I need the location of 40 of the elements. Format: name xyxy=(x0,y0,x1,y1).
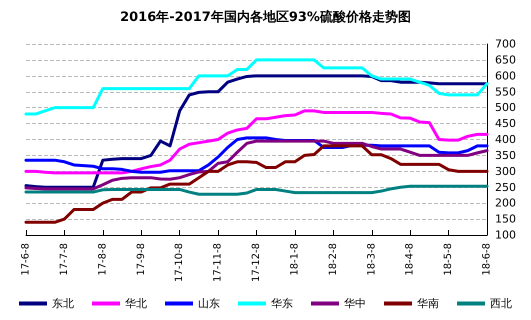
legend-label: 华东 xyxy=(271,297,293,310)
y-tick-label: 450 xyxy=(495,117,516,130)
line-series xyxy=(24,140,488,190)
y-tick-label: 600 xyxy=(495,69,516,82)
x-tick-label: 18-6-8 xyxy=(482,243,492,276)
legend-label: 东北 xyxy=(52,297,74,310)
y-tick-label: 150 xyxy=(495,212,516,226)
y-tick-label: 350 xyxy=(495,148,516,162)
x-tick-label: 18-4-8 xyxy=(404,243,416,276)
x-tick-label: 17-11-8 xyxy=(212,243,224,282)
legend-label: 西北 xyxy=(490,297,512,310)
chart-title: 2016年-2017年国内各地区93%硫酸价格走势图 xyxy=(120,9,411,25)
y-tick-label: 400 xyxy=(495,133,516,146)
y-tick-label: 700 xyxy=(495,38,516,50)
line-series xyxy=(24,184,488,196)
x-tick-label: 17-12-8 xyxy=(251,243,262,282)
x-tick-label: 17-8-8 xyxy=(97,243,108,276)
x-tick-label: 17-6-8 xyxy=(20,243,32,276)
y-tick-label: 550 xyxy=(495,85,516,98)
legend-label: 华中 xyxy=(344,297,366,310)
y-tick-label: 100 xyxy=(495,228,516,242)
line-series xyxy=(24,58,488,116)
x-tick-label: 17-7-8 xyxy=(58,243,70,276)
legend-label: 山东 xyxy=(198,297,220,310)
x-tick-label: 18-1-8 xyxy=(289,243,300,276)
line-series xyxy=(24,74,488,189)
y-tick-label: 200 xyxy=(495,196,516,210)
y-tick-label: 300 xyxy=(495,164,516,178)
line-series xyxy=(24,144,488,224)
legend-label: 华北 xyxy=(125,297,147,310)
x-tick-label: 18-3-8 xyxy=(366,243,378,276)
x-tick-label: 17-10-8 xyxy=(174,243,186,282)
x-tick-label: 18-2-8 xyxy=(328,243,339,276)
line-series xyxy=(24,109,488,174)
y-tick-label: 650 xyxy=(495,53,516,66)
x-tick-label: 18-5-8 xyxy=(443,243,454,276)
y-tick-label: 500 xyxy=(495,101,516,114)
x-tick-label: 17-9-8 xyxy=(136,243,147,276)
legend-label: 华南 xyxy=(417,297,439,310)
y-tick-label: 250 xyxy=(495,180,516,194)
